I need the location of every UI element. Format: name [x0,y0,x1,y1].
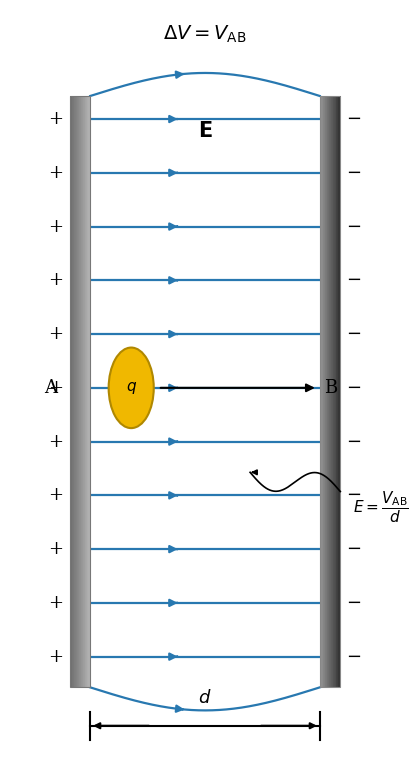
Bar [84,96,85,687]
Bar [81,96,82,687]
Text: $q$: $q$ [125,380,137,396]
Ellipse shape [108,348,153,428]
Text: −: − [346,217,361,236]
Text: +: + [48,379,63,397]
Text: −: − [346,379,361,397]
Text: $d$: $d$ [198,689,211,707]
Text: +: + [48,540,63,558]
Bar [325,96,326,687]
Bar [330,96,331,687]
Bar [322,96,323,687]
Text: +: + [48,110,63,128]
Text: −: − [346,647,361,666]
Bar [330,96,332,687]
Bar [337,96,339,687]
Bar [332,96,333,687]
Text: $\Delta V = V_{\mathrm{AB}}$: $\Delta V = V_{\mathrm{AB}}$ [163,24,246,45]
Bar [336,96,337,687]
Bar [328,96,329,687]
Bar [76,96,77,687]
Bar [326,96,327,687]
Bar [338,96,339,687]
Bar [329,96,330,687]
Text: −: − [346,540,361,558]
Bar [89,96,90,687]
Bar [77,96,78,687]
Text: +: + [48,164,63,182]
Bar [321,96,322,687]
Text: +: + [48,217,63,236]
Text: +: + [48,594,63,612]
Bar [320,96,321,687]
Bar [328,96,330,687]
Bar [331,96,333,687]
Bar [70,96,71,687]
Bar [83,96,84,687]
Bar [322,96,324,687]
Text: +: + [48,647,63,666]
Text: −: − [346,325,361,343]
Bar [337,96,338,687]
Text: −: − [346,594,361,612]
Bar [75,96,76,687]
Bar [71,96,72,687]
Bar [86,96,87,687]
Bar [76,96,77,687]
Bar [80,96,81,687]
Bar [327,96,328,687]
Bar [79,96,80,687]
Bar [70,96,90,687]
Bar [78,96,79,687]
Bar [88,96,89,687]
Bar [324,96,326,687]
Bar [72,96,73,687]
Bar [323,96,324,687]
Text: $\mathbf{E}$: $\mathbf{E}$ [197,121,212,141]
Text: A: A [44,379,57,397]
Bar [339,96,340,687]
Bar [70,96,71,687]
Bar [74,96,75,687]
Bar [324,96,325,687]
Text: +: + [48,271,63,290]
Bar [87,96,88,687]
Text: B: B [323,379,336,397]
Text: −: − [346,486,361,505]
Bar [72,96,73,687]
Bar [319,96,339,687]
Text: −: − [346,432,361,451]
Bar [335,96,337,687]
Bar [333,96,335,687]
Bar [87,96,88,687]
Bar [333,96,334,687]
Bar [335,96,336,687]
Bar [73,96,74,687]
Bar [334,96,335,687]
Bar [82,96,83,687]
Bar [89,96,90,687]
Text: −: − [346,164,361,182]
Text: −: − [346,110,361,128]
Bar [320,96,321,687]
Text: +: + [48,432,63,451]
Bar [85,96,86,687]
Bar [326,96,328,687]
Bar [74,96,75,687]
Bar [319,96,320,687]
Text: +: + [48,325,63,343]
Text: −: − [346,271,361,290]
Text: $E = \dfrac{V_{\mathrm{AB}}}{d}$: $E = \dfrac{V_{\mathrm{AB}}}{d}$ [352,489,407,525]
Text: +: + [48,486,63,505]
